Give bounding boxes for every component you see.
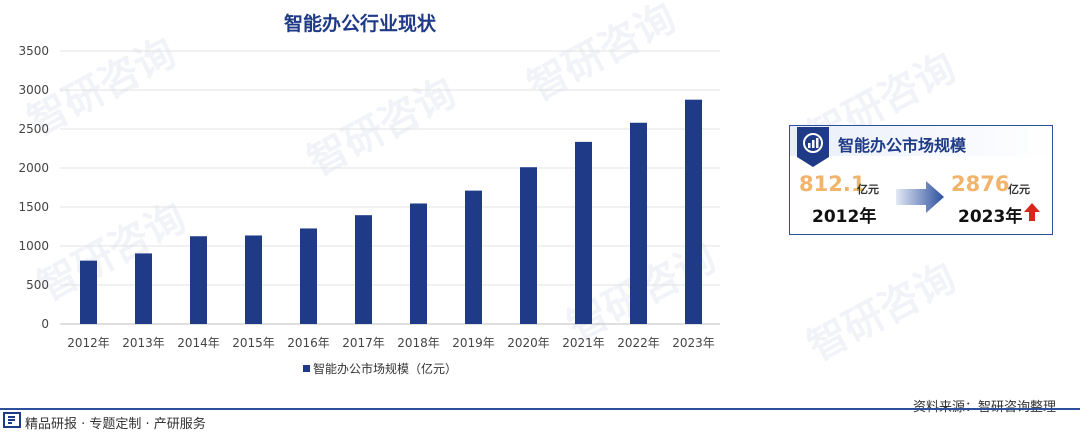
up-arrow-icon xyxy=(1024,203,1040,221)
x-tick-label: 2023年 xyxy=(672,336,715,350)
x-axis-ticks: 2012年 2013年 2014年 2015年 2016年 2017年 2018年 2019年… xyxy=(67,336,715,350)
y-tick-label: 1500 xyxy=(18,200,49,214)
bar xyxy=(245,235,262,324)
y-tick-label: 2000 xyxy=(18,161,49,175)
watermark: 智研咨询 xyxy=(800,254,964,371)
x-tick-label: 2016年 xyxy=(287,336,330,350)
y-tick-label: 3000 xyxy=(18,83,49,97)
y-tick-label: 500 xyxy=(26,278,49,292)
footer-tagline: 精品研报 · 专题定制 · 产研服务 xyxy=(25,417,206,432)
bar xyxy=(190,236,207,324)
x-tick-label: 2022年 xyxy=(617,336,660,350)
bars xyxy=(80,99,702,324)
start-value: 812.1 xyxy=(799,172,866,196)
bar xyxy=(410,203,427,324)
chart-title: 智能办公行业现状 xyxy=(283,13,436,35)
legend-swatch xyxy=(303,365,310,372)
grid-lines xyxy=(60,50,720,325)
end-unit: 亿元 xyxy=(1008,183,1030,196)
source-note: 资料来源：智研咨询整理 xyxy=(913,396,1056,415)
y-tick-label: 0 xyxy=(41,317,49,331)
bar xyxy=(465,190,482,324)
x-tick-label: 2020年 xyxy=(507,336,550,350)
y-axis-ticks: 0 500 1000 1500 2000 2500 3000 3500 xyxy=(18,44,49,331)
x-tick-label: 2012年 xyxy=(67,336,110,350)
legend: 智能办公市场规模（亿元） xyxy=(303,361,457,376)
start-year: 2012年 xyxy=(812,207,877,227)
bar xyxy=(300,228,317,324)
x-tick-label: 2014年 xyxy=(177,336,220,350)
bar xyxy=(80,260,97,324)
right-arrow-icon xyxy=(896,181,944,213)
bar xyxy=(685,99,702,324)
logo-icon xyxy=(3,412,21,428)
y-tick-label: 3500 xyxy=(18,44,49,58)
bar xyxy=(135,253,152,324)
end-year: 2023年 xyxy=(958,207,1023,227)
end-value: 2876 xyxy=(951,172,1010,196)
card-header-bar xyxy=(790,126,1052,156)
x-tick-label: 2021年 xyxy=(562,336,605,350)
bar xyxy=(630,122,647,324)
footer-divider xyxy=(0,408,1080,410)
x-tick-label: 2019年 xyxy=(452,336,495,350)
x-tick-label: 2015年 xyxy=(232,336,275,350)
bar xyxy=(520,167,537,324)
legend-label: 智能办公市场规模（亿元） xyxy=(313,361,457,376)
bar xyxy=(575,141,592,324)
card-title: 智能办公市场规模 xyxy=(838,136,967,155)
x-tick-label: 2018年 xyxy=(397,336,440,350)
x-tick-label: 2013年 xyxy=(122,336,165,350)
bar xyxy=(355,215,372,324)
y-tick-label: 2500 xyxy=(18,122,49,136)
chart-badge-icon xyxy=(797,127,829,167)
start-unit: 亿元 xyxy=(857,183,879,196)
y-tick-label: 1000 xyxy=(18,239,49,253)
x-tick-label: 2017年 xyxy=(342,336,385,350)
market-size-card: 智能办公市场规模 xyxy=(789,125,1053,235)
